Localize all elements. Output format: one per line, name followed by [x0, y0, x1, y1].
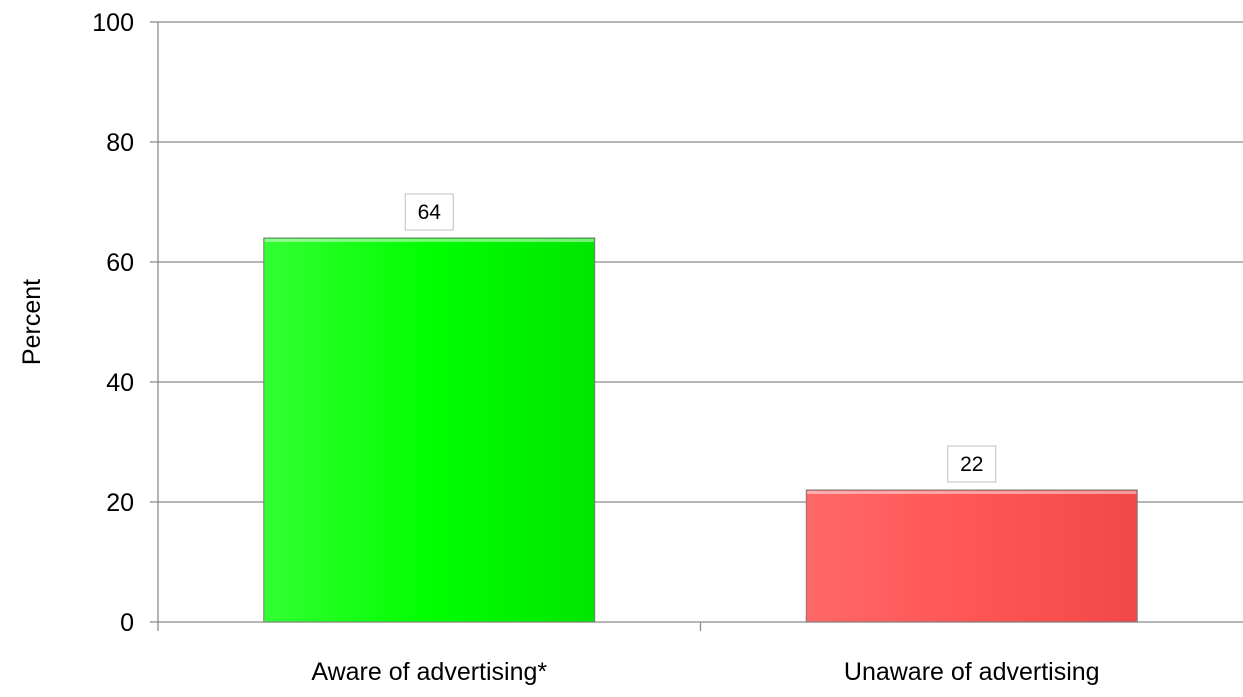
data-label-0: 64	[418, 201, 442, 224]
y-tick-label-40: 40	[106, 369, 134, 397]
y-tick-label-80: 80	[106, 129, 134, 157]
bar-1	[805, 489, 1138, 623]
data-label-box-0	[404, 193, 454, 231]
bars	[263, 237, 1138, 623]
data-label-1: 22	[960, 453, 983, 476]
bar-highlight-0	[264, 239, 594, 242]
y-tick-label-60: 60	[106, 249, 134, 277]
data-label-box-1	[947, 445, 997, 483]
x-category-label-0: Aware of advertising*	[311, 658, 547, 686]
y-tick-label-20: 20	[106, 489, 134, 517]
labels: 64 Aware of advertising* 22 Unaware of adve…	[311, 193, 1100, 686]
y-tick-label-0: 0	[120, 609, 134, 637]
y-tick-label-100: 100	[92, 9, 134, 37]
bar-0	[263, 237, 596, 623]
x-category-label-1: Unaware of advertising	[844, 658, 1100, 686]
y-axis-title: Percent	[18, 279, 46, 365]
bar-highlight-1	[807, 491, 1137, 494]
